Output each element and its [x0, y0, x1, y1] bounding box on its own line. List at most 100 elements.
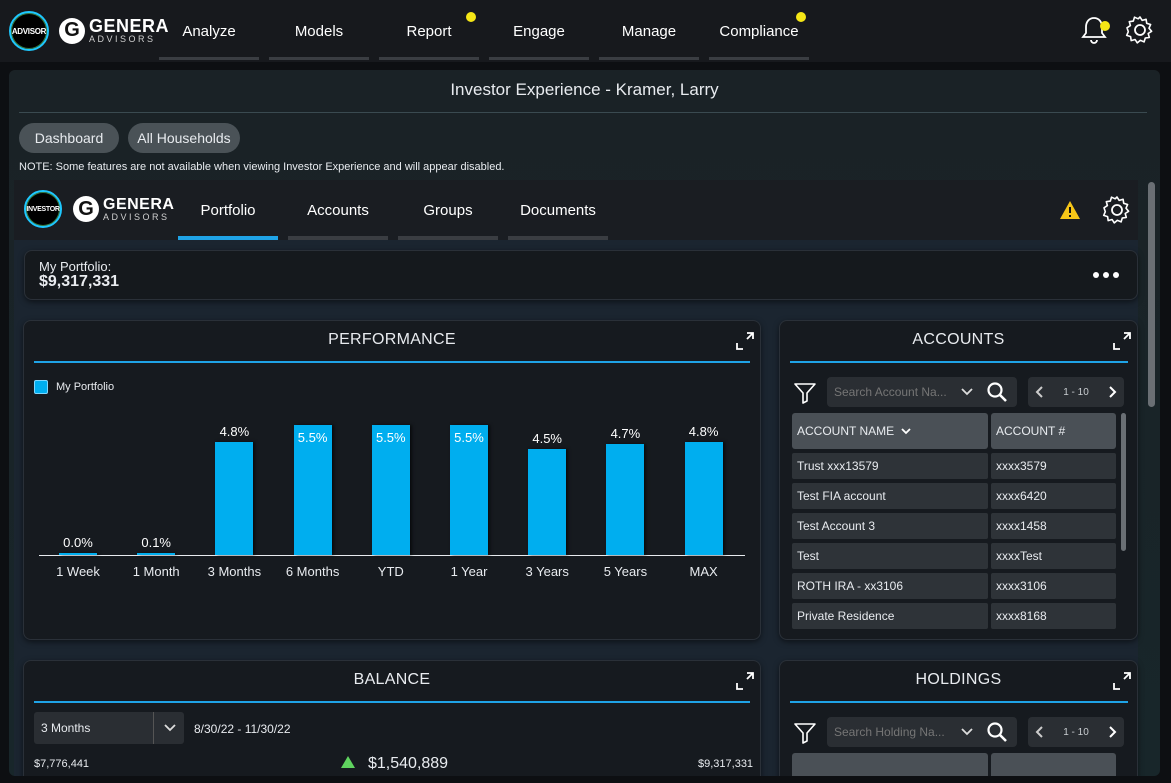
card-divider	[34, 701, 750, 703]
account-number-cell[interactable]: xxxx3106	[991, 573, 1116, 599]
account-name-cell[interactable]: Private Residence	[792, 603, 988, 629]
genera-advisors-logo: G GENERA ADVISORS	[73, 196, 174, 222]
page-scrollbar[interactable]	[1148, 182, 1155, 407]
nav-analyze[interactable]: Analyze	[159, 0, 259, 62]
more-horizontal-icon[interactable]	[1091, 265, 1121, 285]
all-households-button[interactable]: All Households	[128, 123, 240, 153]
bar-data-label: 4.8%	[688, 423, 719, 439]
account-name-cell[interactable]: Test FIA account	[792, 483, 988, 509]
bar-data-label: 4.5%	[532, 430, 562, 446]
account-name-cell[interactable]: Trust xxx13579	[792, 453, 988, 479]
balance-change: $1,540,889	[368, 755, 449, 772]
portfolio-summary: My Portfolio: $9,317,331	[24, 250, 1138, 300]
x-tick-label: 1 Year	[450, 564, 488, 579]
bar-data-label: 5.5%	[375, 430, 406, 445]
account-name-cell[interactable]: Test	[792, 543, 988, 569]
expand-icon[interactable]	[1112, 331, 1132, 351]
holding-search-box[interactable]	[827, 717, 1017, 747]
nav-report[interactable]: Report	[379, 0, 479, 62]
bar-6-months[interactable]	[293, 425, 332, 555]
filter-icon[interactable]	[792, 720, 818, 746]
bar-max[interactable]	[684, 441, 723, 555]
period-select[interactable]: 3 Months	[34, 712, 184, 744]
bar-1-year[interactable]	[450, 425, 488, 555]
bell-icon[interactable]	[1076, 12, 1112, 48]
tab-groups[interactable]: Groups	[398, 180, 498, 240]
x-tick-label: 1 Month	[132, 564, 180, 579]
sort-chevron-icon[interactable]	[900, 426, 912, 436]
brand-name: GENERA	[103, 195, 175, 213]
account-number-cell[interactable]: xxxx8168	[991, 603, 1116, 629]
accounts-card: ACCOUNTS 1 - 10 ACCOUNT NAME	[779, 320, 1138, 640]
account-search-box[interactable]	[827, 377, 1017, 407]
search-icon[interactable]	[986, 721, 1008, 743]
gear-icon[interactable]	[1122, 12, 1158, 48]
chevron-down-icon[interactable]	[960, 387, 974, 397]
bar-data-label: 5.5%	[454, 430, 484, 445]
bar-3-years[interactable]	[528, 448, 567, 555]
bar-3-months[interactable]	[215, 441, 254, 555]
nav-models[interactable]: Models	[269, 0, 369, 62]
chevron-left-icon[interactable]	[1034, 725, 1044, 739]
bar-1-month[interactable]	[137, 552, 176, 555]
bar-data-label: 4.7%	[610, 425, 641, 441]
genera-advisors-logo: G GENERA ADVISORS	[59, 17, 169, 44]
account-search-input[interactable]	[834, 385, 956, 399]
filter-icon[interactable]	[792, 380, 818, 406]
brand-name: GENERA	[89, 16, 170, 36]
table-scrollbar[interactable]	[1121, 413, 1126, 551]
balance-title: BALANCE	[353, 671, 431, 688]
chevron-right-icon[interactable]	[1108, 725, 1118, 739]
nav-compliance[interactable]: Compliance	[709, 0, 809, 62]
dashboard-button[interactable]: Dashboard	[19, 123, 119, 153]
compliance-notification-dot	[796, 12, 806, 22]
tab-documents[interactable]: Documents	[508, 180, 608, 240]
pager-range: 1 - 10	[1063, 726, 1089, 738]
x-tick-label: 5 Years	[603, 564, 648, 579]
investor-view: INVESTOR G GENERA ADVISORS Portfolio Acc…	[14, 180, 1138, 776]
gear-icon[interactable]	[1100, 193, 1134, 227]
expand-icon[interactable]	[735, 671, 755, 691]
chart-baseline	[39, 555, 745, 556]
triangle-up-icon	[341, 756, 355, 768]
account-number-cell[interactable]: xxxx3579	[991, 453, 1116, 479]
chevron-right-icon[interactable]	[1108, 385, 1118, 399]
column-header-account-name[interactable]: ACCOUNT NAME	[792, 413, 988, 449]
column-header-account-number[interactable]: ACCOUNT #	[991, 413, 1116, 449]
account-number-cell[interactable]: xxxx6420	[991, 483, 1116, 509]
chevron-down-icon[interactable]	[163, 723, 177, 733]
bar-5-years[interactable]	[606, 443, 645, 555]
nav-manage[interactable]: Manage	[599, 0, 699, 62]
genera-g-icon: G	[73, 196, 99, 222]
search-icon[interactable]	[986, 381, 1008, 403]
tab-portfolio[interactable]: Portfolio	[178, 180, 278, 240]
advisor-badge: ADVISOR	[9, 11, 49, 51]
holding-column-header[interactable]	[792, 753, 988, 776]
disabled-features-note: NOTE: Some features are not available wh…	[19, 161, 505, 173]
expand-icon[interactable]	[1112, 671, 1132, 691]
expand-icon[interactable]	[735, 331, 755, 351]
holding-search-input[interactable]	[834, 725, 956, 739]
chevron-down-icon[interactable]	[960, 727, 974, 737]
account-name-cell[interactable]: ROTH IRA - xx3106	[792, 573, 988, 599]
top-navigation-bar: ADVISOR G GENERA ADVISORS Analyze Models…	[0, 0, 1171, 62]
brand-subtitle: ADVISORS	[103, 211, 170, 222]
warning-icon[interactable]	[1059, 199, 1081, 221]
account-name-cell[interactable]: Test Account 3	[792, 513, 988, 539]
brand-subtitle: ADVISORS	[89, 34, 156, 44]
account-number-cell[interactable]: xxxxTest	[991, 543, 1116, 569]
performance-title: PERFORMANCE	[328, 331, 456, 348]
bar-data-label: 4.8%	[219, 423, 250, 439]
card-divider	[790, 701, 1128, 703]
account-number-cell[interactable]: xxxx1458	[991, 513, 1116, 539]
report-notification-dot	[466, 12, 476, 22]
tab-accounts[interactable]: Accounts	[288, 180, 388, 240]
portfolio-label: My Portfolio:	[39, 259, 112, 274]
page-title: Investor Experience - Kramer, Larry	[450, 80, 719, 99]
holding-column-header[interactable]	[991, 753, 1116, 776]
bar-1-week[interactable]	[59, 553, 97, 555]
chevron-left-icon[interactable]	[1034, 385, 1044, 399]
bar-ytd[interactable]	[371, 425, 410, 555]
account-pager: 1 - 10	[1028, 377, 1124, 407]
nav-engage[interactable]: Engage	[489, 0, 589, 62]
